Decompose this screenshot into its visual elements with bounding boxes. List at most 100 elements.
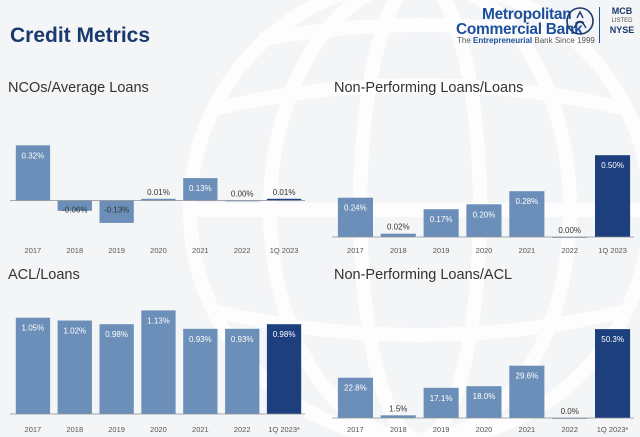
data-label: -0.13% [104,206,129,215]
tick-label: 2018 [66,246,83,255]
data-label: 0.01% [147,188,170,197]
data-label: 50.3% [601,335,624,344]
data-label: 29.6% [516,372,539,381]
statue-emblem-icon [566,7,594,35]
chart-npl-loans: Non-Performing Loans/Loans 0.24% 2017 0.02%… [332,80,634,255]
tick-label: 1Q 2023* [597,425,629,434]
data-label: 0.20% [473,210,496,219]
tagline-prefix: The [457,36,474,45]
bar-1Q2023 [595,329,631,418]
data-label: 0.0% [561,407,579,416]
bar-2017 [337,197,373,237]
bar-1Q2023 [595,155,631,237]
tagline-bold: Entrepreneurial [473,36,533,45]
logo-line-2: Commercial Bank [456,21,583,38]
tick-label: 2017 [347,425,364,434]
data-label: 0.24% [344,204,367,213]
data-label: 22.8% [344,384,367,393]
data-label: 0.93% [189,335,212,344]
tick-label: 2017 [25,246,42,255]
bar-2017 [15,317,51,414]
tick-label: 2019 [433,425,450,434]
tick-label: 2021 [519,425,536,434]
tick-label: 2017 [347,246,364,255]
data-label: 0.01% [273,188,296,197]
logo-tagline: The Entrepreneurial Bank Since 1999 [457,36,595,45]
bar-1Q2023 [266,324,302,414]
bar-2022 [552,418,588,419]
tick-label: 1Q 2023 [270,246,299,255]
bar-2020 [141,310,176,414]
tick-label: 2021 [519,246,536,255]
ticker-symbol: MCB [611,6,633,16]
tick-label: 2017 [25,425,42,434]
bar-2018 [380,233,416,237]
bar-2018 [57,200,92,211]
tick-label: 2020 [476,425,493,434]
data-label: 0.32% [22,151,45,160]
tick-label: 2021 [192,425,209,434]
bar-2021 [183,328,218,415]
data-label: -0.06% [62,206,87,215]
tick-label: 2020 [476,246,493,255]
bar-2019 [99,324,134,414]
data-label: 18.0% [473,392,496,401]
bar-2019 [99,200,134,223]
chart-npl-acl: Non-Performing Loans/ACL 22.8% 2017 1.5% 201… [332,267,634,434]
bar-1Q2023 [266,198,302,201]
tick-label: 2022 [561,246,578,255]
bar-2019 [423,209,459,237]
chart-title: NCOs/Average Loans [8,80,149,96]
bar-2018 [57,320,92,414]
tick-label: 2018 [66,425,83,434]
tick-label: 2021 [192,246,209,255]
data-label: 1.5% [389,404,407,413]
data-label: 0.00% [231,190,254,199]
chart-title: ACL/Loans [8,267,80,283]
data-label: 0.93% [231,335,254,344]
tick-label: 1Q 2023 [598,246,627,255]
tick-label: 2022 [234,425,251,434]
bar-2022 [225,328,260,415]
tick-label: 2019 [108,246,125,255]
data-label: 1.13% [147,316,170,325]
chart-title: Non-Performing Loans/Loans [334,80,523,96]
logo-divider [599,7,600,43]
bar-2021 [509,365,545,418]
chart-title: Non-Performing Loans/ACL [334,267,512,283]
data-label: 0.98% [105,330,128,339]
data-label: 0.13% [189,184,212,193]
tagline-suffix: Bank Since 1999 [532,36,595,45]
data-label: 0.50% [601,161,624,170]
bar-2019 [423,387,459,418]
data-label: 17.1% [430,394,453,403]
bar-2022 [552,237,588,238]
page-title: Credit Metrics [10,24,151,47]
tick-label: 2019 [433,246,450,255]
logo-line-1: Metropolitan [482,6,572,23]
data-label: 0.02% [387,223,410,232]
data-label: 0.98% [273,330,296,339]
tick-label: 2022 [234,246,251,255]
tick-label: 2022 [561,425,578,434]
tick-label: 2018 [390,425,407,434]
data-label: 1.02% [63,327,86,336]
bar-2021 [183,178,218,201]
ticker-badge: MCB LISTED NYSE [605,7,639,35]
bar-2017 [337,377,373,418]
tick-label: 2019 [108,425,125,434]
bar-2018 [380,415,416,418]
tick-label: 2018 [390,246,407,255]
bar-2022 [225,200,260,202]
bar-2017 [15,145,51,201]
tick-label: 2020 [150,425,167,434]
chart-ncos-average-loans: NCOs/Average Loans 0.32% 2017 -0.06% 2018 -0.… [8,80,305,255]
chart-acl-loans: ACL/Loans 1.05% 2017 1.02% 2018 0.98% 2019 1.13… [8,267,305,434]
tick-label: 1Q 2023* [268,425,300,434]
tick-label: 2020 [150,246,167,255]
data-label: 0.00% [558,226,581,235]
ticker-exchange: NYSE [609,25,635,35]
bar-2020 [466,204,502,237]
data-label: 0.28% [516,197,539,206]
bar-2020 [141,198,176,201]
